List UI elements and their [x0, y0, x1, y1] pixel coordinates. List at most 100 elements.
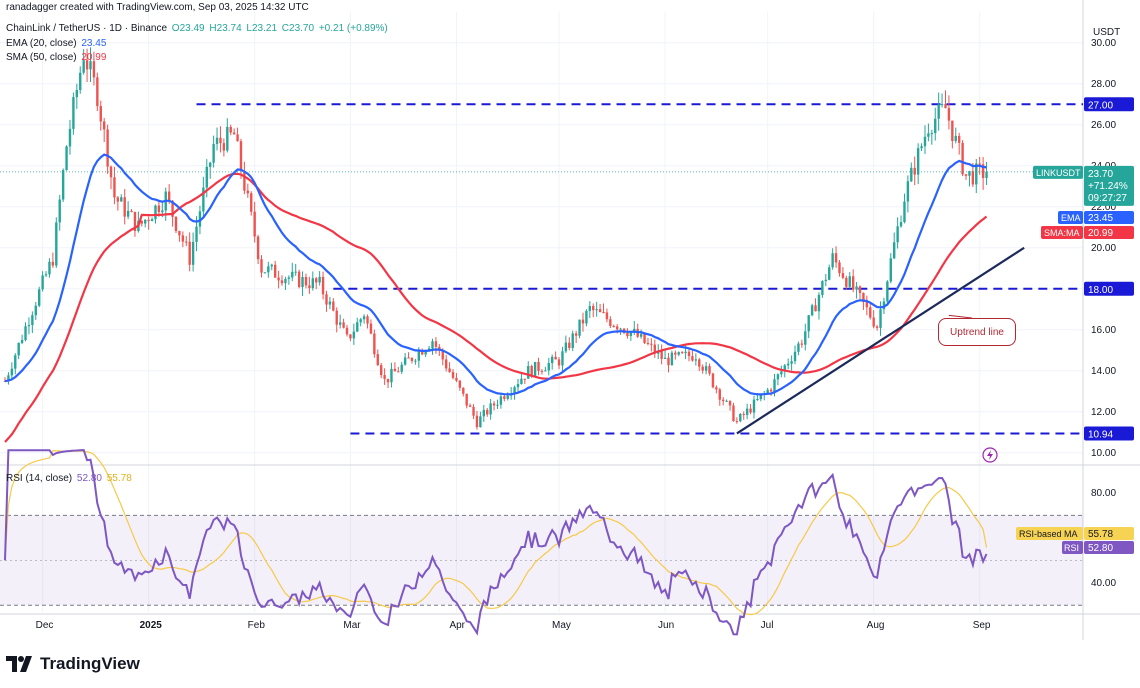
candle-body [585, 310, 588, 324]
ema-tag-bg [1058, 211, 1083, 224]
candle-body [321, 276, 325, 295]
candle-body [985, 171, 988, 178]
candle-body [161, 210, 164, 213]
candle-body [349, 334, 352, 339]
last-price-badge-text: +71.24% [1088, 181, 1128, 192]
level-18-badge: 18.00 [1084, 281, 1134, 296]
sma-tag-bg [1041, 226, 1083, 239]
candle-body [458, 380, 462, 388]
candle-body [862, 292, 865, 303]
candle-body [893, 242, 896, 259]
candle-body [376, 354, 379, 366]
candle-body [273, 264, 277, 278]
candle-body [595, 309, 598, 311]
candle-body [680, 352, 684, 354]
rsi-legend[interactable]: RSI (14, close) 52.80 55.78 [6, 472, 132, 486]
candle-body [934, 118, 937, 134]
candle-body [930, 133, 934, 135]
candle-body [896, 226, 899, 243]
rsi-ma-legend-value: 55.78 [106, 473, 132, 484]
ema-legend[interactable]: EMA (20, close) 23.45 [6, 37, 106, 51]
last-price-badge-text: 23.70 [1088, 169, 1113, 180]
candle-body [318, 276, 321, 283]
candle-body [24, 326, 27, 340]
candle-body [82, 60, 85, 73]
candle-body [157, 205, 161, 213]
candle-body [17, 342, 20, 356]
candle-body [578, 319, 581, 336]
candle-body [698, 359, 701, 367]
candle-body [653, 344, 656, 354]
rsi-ma-tag: RSI-based MA 55.78 [1016, 527, 1134, 540]
candle-body [441, 350, 444, 360]
rsi-line [4, 449, 988, 636]
candle-body [615, 326, 619, 330]
candle-body [468, 405, 472, 407]
candle-body [362, 316, 366, 320]
candle-body [27, 325, 31, 327]
candle-body [126, 210, 130, 217]
candle-body [975, 163, 978, 185]
candle-body [626, 332, 629, 337]
candle-body [728, 400, 732, 406]
candle-body [981, 164, 985, 178]
candle-body [236, 134, 239, 142]
price-tick-label: 16.00 [1091, 325, 1116, 336]
candle-body [957, 135, 961, 143]
candle-body [178, 231, 181, 236]
candle-body [332, 301, 335, 311]
candle-body [800, 343, 804, 345]
candle-body [328, 301, 332, 305]
candle-body [554, 356, 557, 360]
support-resistance-levels [196, 103, 1083, 435]
tradingview-brand[interactable]: TradingView [6, 654, 140, 674]
candle-body [99, 106, 102, 122]
sma-legend[interactable]: SMA (50, close) 20.99 [6, 51, 106, 65]
price-tick-label: 26.00 [1091, 120, 1116, 131]
time-tick-label: Dec [36, 620, 54, 631]
candle-body [185, 241, 188, 243]
candle-body [144, 219, 147, 224]
ema-badge-text: 23.45 [1088, 213, 1113, 224]
candle-body [34, 305, 37, 316]
time-tick-label: May [552, 620, 571, 631]
candle-body [7, 375, 10, 382]
rsi-ma-tag-bg [1016, 527, 1083, 540]
price-tick-label: 30.00 [1091, 38, 1116, 49]
candle-body [20, 339, 24, 343]
candle-body [629, 331, 633, 337]
candle-body [667, 357, 670, 366]
candle-body [708, 366, 711, 374]
rsi-tag-bg [1062, 541, 1083, 554]
level-18-badge-bg [1084, 281, 1134, 296]
candle-body [167, 191, 171, 201]
candle-body [530, 365, 533, 376]
price-tick-label: 10.00 [1091, 448, 1116, 459]
candle-body [10, 368, 14, 376]
candle-body [670, 352, 674, 366]
candle-body [256, 236, 260, 260]
lightning-bolt [987, 450, 993, 460]
candle-body [807, 315, 810, 332]
candle-body [48, 261, 51, 275]
candle-body [130, 210, 133, 212]
candle-body [455, 377, 458, 381]
candle-body [239, 141, 243, 171]
candle-body [496, 404, 499, 406]
candle-body [92, 61, 96, 78]
ohlc-open: O23.49 [171, 23, 205, 34]
symbol-tag: LINKUSDT [1033, 165, 1083, 179]
candle-body [462, 387, 465, 394]
candle-body [338, 322, 342, 325]
candle-body [684, 351, 687, 354]
candle-body [72, 97, 75, 129]
candle-body [711, 373, 715, 388]
candle-body [410, 358, 414, 362]
candle-body [291, 271, 294, 278]
price-tick-label: 22.00 [1091, 202, 1116, 213]
candle-body [133, 211, 137, 232]
candle-body [592, 306, 595, 311]
uptrend-annotation[interactable]: Uptrend line [938, 318, 1016, 346]
candle-body [171, 200, 174, 217]
